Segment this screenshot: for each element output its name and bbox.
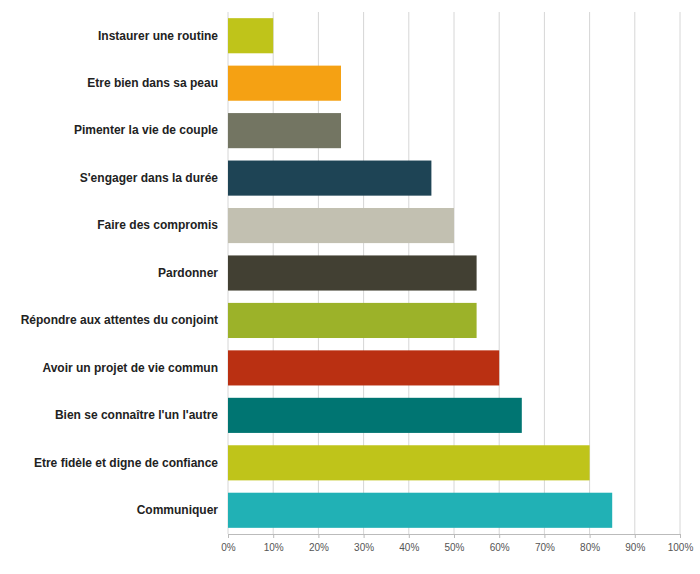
- tick: Faire des compromis: [97, 218, 218, 232]
- grid: [228, 12, 680, 534]
- tick: 40%: [399, 534, 419, 553]
- tick: 50%: [444, 534, 464, 553]
- tick-label: 90%: [625, 542, 645, 553]
- bar: [228, 398, 522, 433]
- axis-line: [229, 535, 681, 539]
- bar: [228, 161, 431, 196]
- category-label: S'engager dans la durée: [80, 171, 219, 185]
- grid-line: [634, 12, 635, 534]
- tick: S'engager dans la durée: [80, 171, 219, 185]
- tick-label: 60%: [490, 542, 510, 553]
- tick: 70%: [535, 534, 555, 553]
- tick-label: 40%: [399, 542, 419, 553]
- tick-mark: [364, 534, 365, 538]
- category-label: Avoir un projet de vie commun: [42, 361, 218, 375]
- tick-label: 0%: [221, 542, 236, 553]
- tick-label: 50%: [444, 542, 464, 553]
- grid-line: [680, 12, 681, 534]
- tick: Avoir un projet de vie commun: [42, 361, 218, 375]
- category-label: Etre bien dans sa peau: [87, 76, 218, 90]
- bar: [228, 303, 477, 338]
- tick: 30%: [354, 534, 374, 553]
- tick: 80%: [580, 534, 600, 553]
- tick: 20%: [309, 534, 329, 553]
- category-label: Etre fidèle et digne de confiance: [34, 456, 218, 470]
- bar: [228, 113, 341, 148]
- bar: [228, 255, 477, 290]
- bar: [228, 208, 454, 243]
- tick: Pardonner: [158, 266, 218, 280]
- bar: [228, 445, 590, 480]
- tick: Instaurer une routine: [98, 29, 218, 43]
- category-label: Pardonner: [158, 266, 218, 280]
- tick: Communiquer: [137, 503, 219, 517]
- tick: Etre bien dans sa peau: [87, 76, 218, 90]
- tick: 90%: [625, 534, 645, 553]
- chart: 0% 10% 20% 30% 40% 50% 60% 70% 80% 90% 100% Instaur…: [0, 0, 700, 574]
- tick-label: 20%: [309, 542, 329, 553]
- tick: Pimenter la vie de couple: [74, 123, 218, 137]
- category-axis: Instaurer une routine Etre bien dans sa p…: [21, 13, 229, 535]
- bar: [228, 350, 499, 385]
- category-label: Faire des compromis: [97, 218, 218, 232]
- tick-label: 10%: [264, 542, 284, 553]
- bar: [228, 66, 341, 101]
- axis-line: [228, 13, 229, 535]
- tick-label: 100%: [668, 542, 694, 553]
- plot: 0% 10% 20% 30% 40% 50% 60% 70% 80% 90% 100% Instaur…: [21, 12, 694, 553]
- tick: Répondre aux attentes du conjoint: [21, 313, 218, 327]
- category-label: Instaurer une routine: [98, 29, 218, 43]
- category-label: Communiquer: [137, 503, 219, 517]
- bar: [228, 18, 273, 53]
- tick-label: 30%: [354, 542, 374, 553]
- category-label: Bien se connaître l'un l'autre: [55, 408, 218, 422]
- tick-mark: [273, 534, 274, 538]
- bars: [228, 18, 612, 528]
- tick: Bien se connaître l'un l'autre: [55, 408, 218, 422]
- tick-label: 70%: [535, 542, 555, 553]
- tick-mark: [680, 534, 681, 538]
- tick-mark: [228, 534, 229, 538]
- tick: Etre fidèle et digne de confiance: [34, 456, 218, 470]
- tick-mark: [318, 534, 319, 538]
- tick: 10%: [264, 534, 284, 553]
- tick-mark: [544, 534, 545, 538]
- tick: 60%: [490, 534, 510, 553]
- bar: [228, 493, 612, 528]
- tick: 100%: [668, 534, 694, 553]
- tick-mark: [635, 534, 636, 538]
- tick-mark: [499, 534, 500, 538]
- tick: 0%: [221, 534, 236, 553]
- tick-label: 80%: [580, 542, 600, 553]
- tick-mark: [454, 534, 455, 538]
- tick-mark: [590, 534, 591, 538]
- value-axis: 0% 10% 20% 30% 40% 50% 60% 70% 80% 90% 100%: [221, 534, 693, 553]
- category-label: Répondre aux attentes du conjoint: [21, 313, 218, 327]
- tick-mark: [409, 534, 410, 538]
- category-label: Pimenter la vie de couple: [74, 123, 218, 137]
